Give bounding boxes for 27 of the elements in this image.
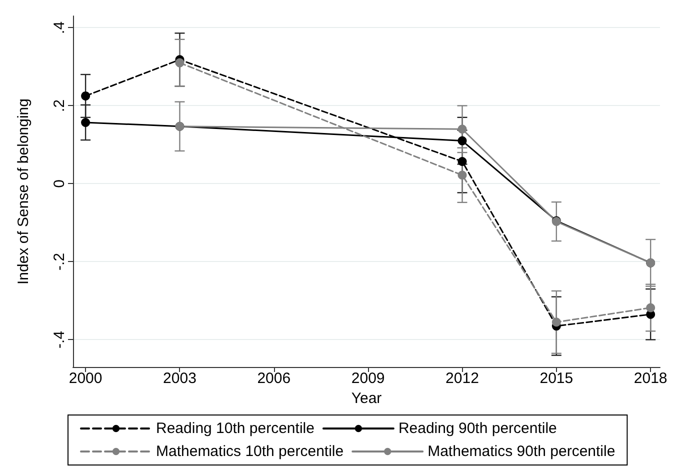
point (458, 136, 467, 146)
x-tick-label: 2012 (446, 370, 479, 387)
x-tick-label: 2018 (634, 370, 668, 387)
point (175, 58, 184, 68)
y-tick-label: 0 (51, 180, 68, 188)
x-axis-title: Year (351, 390, 382, 407)
y-tick-label: .4 (51, 21, 68, 34)
y-axis-title: Index of Sense of belonging (15, 98, 32, 284)
x-tick-label: 2000 (68, 370, 102, 387)
point (458, 156, 467, 166)
point (458, 170, 467, 180)
x-tick-label: 2015 (540, 370, 574, 387)
x-tick-label: 2006 (257, 370, 291, 387)
y-tick-label: -.4 (51, 330, 68, 348)
legend-label: Reading 90th percentile (398, 420, 557, 437)
x-tick-label: 2003 (163, 370, 196, 387)
point (81, 91, 90, 100)
y-tick-label: -.2 (51, 252, 68, 270)
y-tick-label: .2 (51, 99, 68, 112)
x-tick-label: 2009 (351, 370, 385, 387)
legend-label: Reading 10th percentile (156, 420, 314, 437)
point (646, 303, 656, 312)
point (81, 118, 90, 127)
legend-label: Mathematics 90th percentile (428, 443, 616, 460)
legend-label: Mathematics 10th percentile (156, 443, 344, 460)
point (458, 124, 467, 134)
point (552, 318, 561, 327)
